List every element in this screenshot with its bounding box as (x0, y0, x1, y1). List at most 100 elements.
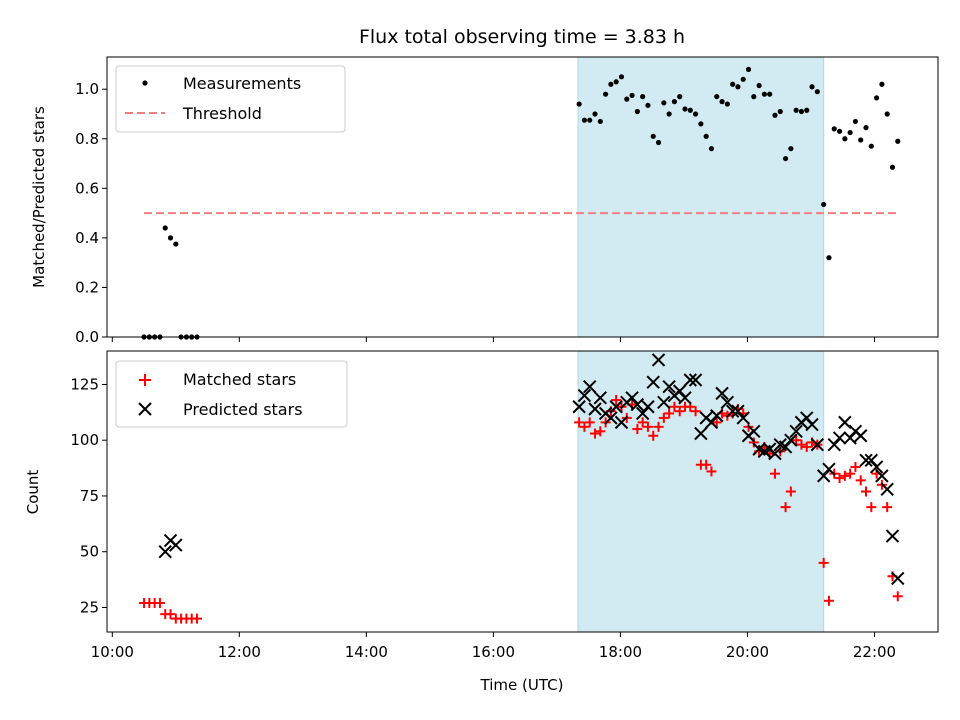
matched-star-point (632, 424, 643, 435)
measurement-point (162, 225, 168, 231)
top-y-tick-label: 0.6 (75, 179, 99, 197)
measurement-point (889, 164, 896, 170)
bottom-y-tick-label: 125 (70, 375, 99, 393)
measurement-point (592, 111, 598, 117)
bottom-panel: 25 50 75 100 125 10:00 12:00 14:00 16:00 18:00 20:… (24, 350, 939, 694)
measurement-point (847, 129, 853, 136)
predicted-star-point (694, 426, 708, 441)
measurement-point (879, 81, 885, 87)
matched-star-point (845, 468, 856, 479)
predicted-star-point (577, 388, 592, 403)
matched-star-point (674, 406, 685, 417)
predicted-star-point (583, 379, 597, 394)
measurement-point (603, 91, 609, 97)
measurement-point (868, 143, 874, 149)
x-tick-label: 12:00 (218, 643, 261, 661)
predicted-star-point (789, 424, 803, 438)
measurement-point (629, 92, 635, 99)
measurement-point (597, 118, 603, 125)
measurement-point (618, 74, 625, 80)
predicted-star-point (609, 400, 623, 414)
top-y-tick-label: 1.0 (75, 80, 99, 98)
measurement-point (798, 108, 805, 115)
predicted-star-point (838, 415, 852, 430)
predicted-star-point (710, 408, 724, 423)
matched-star-point (642, 421, 653, 432)
matched-star-point (785, 486, 796, 497)
matched-star-point (861, 486, 872, 497)
matched-star-point (791, 435, 802, 446)
measurement-point (874, 95, 880, 101)
predicted-star-point (614, 415, 629, 430)
matched-star-point (595, 426, 606, 437)
measurement-point (687, 107, 693, 113)
matched-star-point (780, 502, 791, 513)
measurement-point (756, 82, 762, 89)
measurement-point (698, 121, 704, 127)
predicted-star-point (657, 395, 671, 410)
measurement-point (708, 146, 715, 152)
measurement-point (671, 99, 678, 105)
matched-star-point (711, 417, 722, 428)
measurement-point (677, 94, 683, 100)
measurement-point (793, 107, 799, 113)
matched-star-point (653, 421, 664, 432)
predicted-star-point (678, 391, 692, 405)
matched-star-point (664, 408, 675, 419)
matched-star-point (658, 412, 669, 423)
predicted-star-point (720, 395, 735, 410)
top-plot-frame (106, 56, 939, 338)
predicted-star-point (725, 404, 740, 418)
predicted-star-point (747, 424, 761, 438)
legend-predicted-label: Predicted stars (183, 400, 303, 419)
top-y-tick-label: 0.2 (75, 278, 99, 296)
matched-star-point (584, 417, 595, 428)
measurement-point (826, 255, 832, 261)
predicted-star-point (810, 437, 825, 452)
predicted-star-point (630, 397, 645, 412)
measurement-point (703, 133, 709, 139)
measurement-point (804, 107, 810, 113)
predicted-star-point (832, 431, 847, 445)
measurement-point (661, 100, 667, 106)
bottom-series (139, 353, 905, 624)
x-axis-label: Time (UTC) (480, 676, 564, 694)
measurement-point (788, 146, 794, 152)
matched-star-point (574, 417, 585, 428)
matched-star-point (706, 466, 717, 477)
top-y-axis-label: Matched/Predicted stars (30, 106, 48, 288)
measurement-point (624, 96, 630, 102)
legend-measurements-label: Measurements (183, 74, 301, 93)
matched-star-point (154, 598, 165, 609)
measurement-point (831, 126, 837, 132)
predicted-star-point (593, 391, 608, 405)
legend-matched-label: Matched stars (183, 370, 296, 389)
measurement-point (852, 118, 859, 125)
predicted-star-point (169, 538, 183, 552)
measurement-point (666, 111, 672, 117)
matched-star-point (579, 421, 590, 432)
measurement-point (740, 76, 746, 82)
measurement-point (772, 112, 778, 118)
bottom-shaded-region (577, 350, 825, 633)
top-axes: 0.0 0.2 0.4 0.6 0.8 1.0 (75, 56, 939, 346)
predicted-star-point (715, 386, 729, 401)
predicted-star-point (784, 433, 798, 447)
predicted-star-point (805, 417, 819, 432)
bottom-y-tick-label: 100 (70, 431, 99, 449)
bottom-y-tick-label: 25 (80, 598, 99, 616)
predicted-star-point (646, 375, 660, 389)
x-tick-label: 16:00 (472, 643, 515, 661)
predicted-star-point (158, 545, 172, 559)
measurement-point (167, 235, 174, 241)
bottom-legend: Matched stars Predicted stars (115, 360, 348, 428)
top-legend-box (115, 65, 346, 133)
bottom-y-tick-label: 75 (80, 487, 99, 505)
x-tick-label: 22:00 (853, 643, 896, 661)
measurement-point (576, 101, 582, 107)
x-tick-label: 10:00 (91, 643, 134, 661)
measurement-point (884, 111, 890, 117)
measurement-point (724, 101, 730, 107)
measurement-point (863, 125, 869, 131)
